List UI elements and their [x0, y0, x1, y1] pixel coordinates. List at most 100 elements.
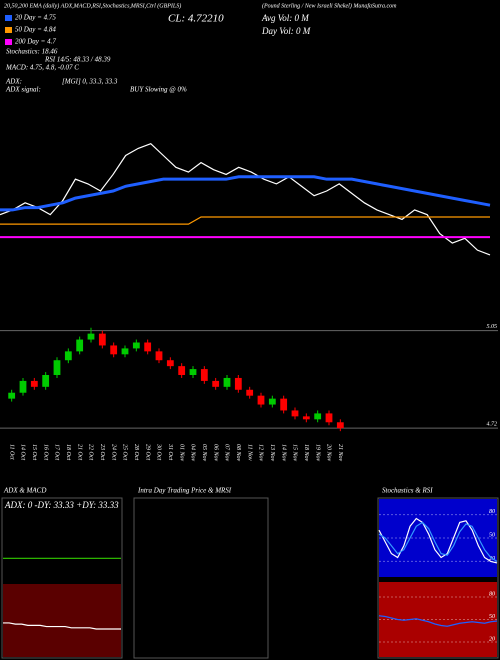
intraday-title: Intra Day Trading Price & MRSI	[137, 487, 232, 495]
candle-body	[87, 333, 95, 340]
adx-values: [MGI] 0, 33.3, 33.3	[62, 78, 118, 86]
x-tick-label: 24 Oct	[110, 444, 117, 460]
x-tick-label: 11 Nov	[246, 444, 252, 461]
candle-body	[76, 339, 84, 352]
legend-swatch	[5, 27, 12, 33]
x-tick-label: 17 Oct	[54, 444, 60, 460]
candle-body	[314, 413, 322, 420]
x-tick-label: 18 Oct	[65, 444, 71, 460]
x-tick-label: 28 Oct	[133, 444, 139, 460]
y-tick-label: 80	[489, 591, 495, 597]
x-tick-label: 21 Nov	[337, 444, 343, 462]
series-line	[0, 175, 491, 212]
y-tick-label: 5.05	[487, 324, 498, 330]
y-tick-label: 4.72	[487, 421, 498, 428]
candle-body	[110, 345, 118, 355]
annotation: ADX: 0 -DY: 33.33 +DY: 33.33	[4, 500, 119, 510]
x-tick-label: 05 Nov	[201, 444, 207, 462]
y-tick-label: 20	[489, 636, 495, 642]
x-tick-label: 15 Nov	[292, 444, 298, 462]
panel-background	[379, 499, 497, 577]
x-tick-label: 08 Nov	[235, 444, 241, 462]
candle-body	[257, 395, 265, 405]
x-tick-label: 25 Oct	[122, 444, 128, 460]
legend-label: 20 Day = 4.75	[15, 14, 56, 22]
panel-title: Stochastics & RSI	[382, 487, 433, 495]
x-tick-label: 20 Nov	[326, 444, 332, 462]
x-tick-label: 12 Nov	[258, 444, 264, 462]
x-tick-label: 07 Nov	[224, 444, 230, 462]
panel-frame	[377, 497, 499, 659]
candle-body	[336, 422, 344, 429]
candle-body	[178, 366, 186, 375]
panel-frame	[1, 497, 123, 659]
panel-background	[3, 584, 121, 657]
candle-body	[53, 360, 61, 375]
close-label: CL: 4.72210	[168, 13, 224, 25]
stochastics-label: Stochastics: 18.46	[6, 48, 58, 56]
x-tick-label: 29 Oct	[144, 444, 150, 460]
candle-body	[268, 398, 276, 405]
candle-body	[132, 342, 140, 349]
x-tick-label: 31 Oct	[167, 443, 173, 460]
avg-vol: Avg Vol: 0 M	[261, 13, 309, 23]
series-line	[378, 615, 498, 627]
candle-body	[155, 351, 163, 361]
candle-body	[200, 369, 208, 381]
candle-body	[8, 392, 16, 399]
y-tick-label: 80	[489, 509, 495, 515]
x-tick-label: 21 Oct	[76, 444, 82, 460]
panel-title: ADX & MACD	[3, 487, 46, 495]
x-tick-label: 16 Oct	[42, 444, 48, 460]
panel-frame	[133, 497, 269, 659]
candle-body	[325, 413, 333, 423]
candle-body	[19, 380, 27, 393]
candle-body	[234, 377, 242, 390]
x-tick-label: 22 Oct	[88, 444, 94, 460]
x-tick-label: 13 Nov	[269, 444, 275, 462]
x-tick-label: 14 Nov	[280, 444, 287, 462]
x-tick-label: 11 Oct	[8, 444, 14, 460]
x-tick-label: 18 Nov	[303, 444, 309, 462]
subtitle: (Pound Sterling / New Israeli Shekel) Mu…	[262, 2, 397, 9]
candle-body	[30, 380, 38, 387]
day-vol: Day Vol: 0 M	[261, 26, 311, 36]
series-line	[3, 622, 121, 630]
series-line	[0, 142, 491, 256]
series-line	[0, 216, 490, 225]
x-tick-label: 01 Nov	[178, 444, 184, 462]
x-tick-label: 15 Oct	[31, 444, 37, 460]
candle-body	[302, 416, 310, 420]
candle-body	[144, 342, 152, 352]
x-tick-label: 23 Oct	[99, 444, 105, 460]
candle-body	[246, 389, 254, 396]
title: 20,50,200 EMA (daily) ADX,MACD,RSI,Stoch…	[4, 2, 181, 9]
candle-body	[189, 369, 197, 375]
candle-body	[166, 360, 174, 367]
legend-label: 50 Day = 4.84	[15, 26, 56, 34]
legend-swatch	[5, 39, 12, 45]
candle-body	[212, 380, 220, 387]
candle-body	[42, 375, 50, 387]
legend-label: 200 Day = 4.7	[15, 38, 56, 46]
series-line	[378, 517, 498, 564]
candle-body	[291, 410, 299, 417]
x-tick-label: 14 Oct	[20, 444, 27, 460]
series-line	[378, 521, 498, 562]
candle-body	[98, 333, 106, 346]
y-tick-label: 50	[489, 532, 495, 538]
candle-body	[121, 348, 129, 355]
candle-body	[280, 398, 288, 411]
x-tick-label: 19 Nov	[314, 444, 320, 462]
x-tick-label: 06 Nov	[212, 444, 218, 462]
y-tick-label: 50	[489, 614, 495, 620]
candle-body	[64, 351, 72, 361]
candle-body	[223, 377, 231, 387]
signal: BUY Slowing @ 0%	[130, 86, 187, 94]
adx-label: ADX:	[5, 78, 22, 86]
rsi-label: RSI 14/5: 48.33 / 48.39	[44, 56, 111, 64]
x-tick-label: 04 Nov	[190, 444, 197, 462]
legend-swatch	[5, 15, 12, 21]
